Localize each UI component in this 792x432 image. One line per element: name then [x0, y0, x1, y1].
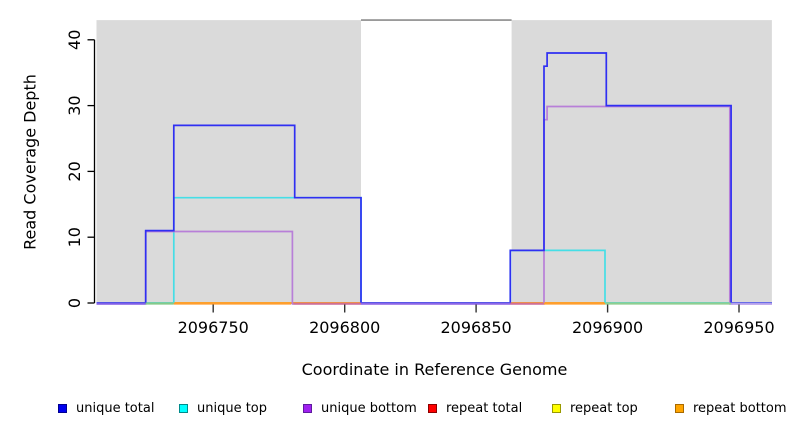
legend-item-repeat-total: repeat total [428, 401, 522, 416]
y-tick-label: 40 [65, 30, 84, 50]
x-tick-label: 2096750 [178, 318, 249, 337]
repeat-region-shading [511, 20, 772, 302]
y-tick-label: 0 [65, 298, 84, 308]
legend-item-unique-total: unique total [58, 401, 154, 416]
legend-item-unique-bottom: unique bottom [303, 401, 417, 416]
legend-label: unique bottom [321, 401, 417, 416]
x-tick-label: 2096950 [703, 318, 774, 337]
repeat-region-shading [96, 20, 361, 302]
legend-label: repeat bottom [693, 401, 787, 416]
y-tick-label: 20 [65, 161, 84, 181]
legend-label: repeat total [446, 401, 523, 416]
legend-label: repeat top [570, 401, 638, 416]
x-tick-label: 2096850 [440, 318, 511, 337]
x-tick-label: 2096900 [572, 318, 643, 337]
legend-item-unique-top: unique top [179, 401, 267, 416]
y-tick-label: 10 [65, 227, 84, 247]
legend-swatch-unique-bottom [303, 404, 312, 413]
legend-item-repeat-top: repeat top [552, 401, 638, 416]
x-tick-label: 2096800 [309, 318, 380, 337]
legend-swatch-repeat-top [552, 404, 561, 413]
legend-item-repeat-bottom: repeat bottom [675, 401, 787, 416]
legend-swatch-repeat-bottom [675, 404, 684, 413]
legend-label: unique total [76, 401, 155, 416]
legend-swatch-unique-total [58, 404, 67, 413]
y-tick-label: 30 [65, 95, 84, 115]
legend-label: unique top [197, 401, 268, 416]
series-line-unique-total [96, 52, 772, 304]
y-axis-title: Read Coverage Depth [20, 74, 40, 250]
x-axis-title: Coordinate in Reference Genome [301, 360, 568, 379]
legend-swatch-repeat-total [428, 404, 437, 413]
legend-swatch-unique-top [179, 404, 188, 413]
